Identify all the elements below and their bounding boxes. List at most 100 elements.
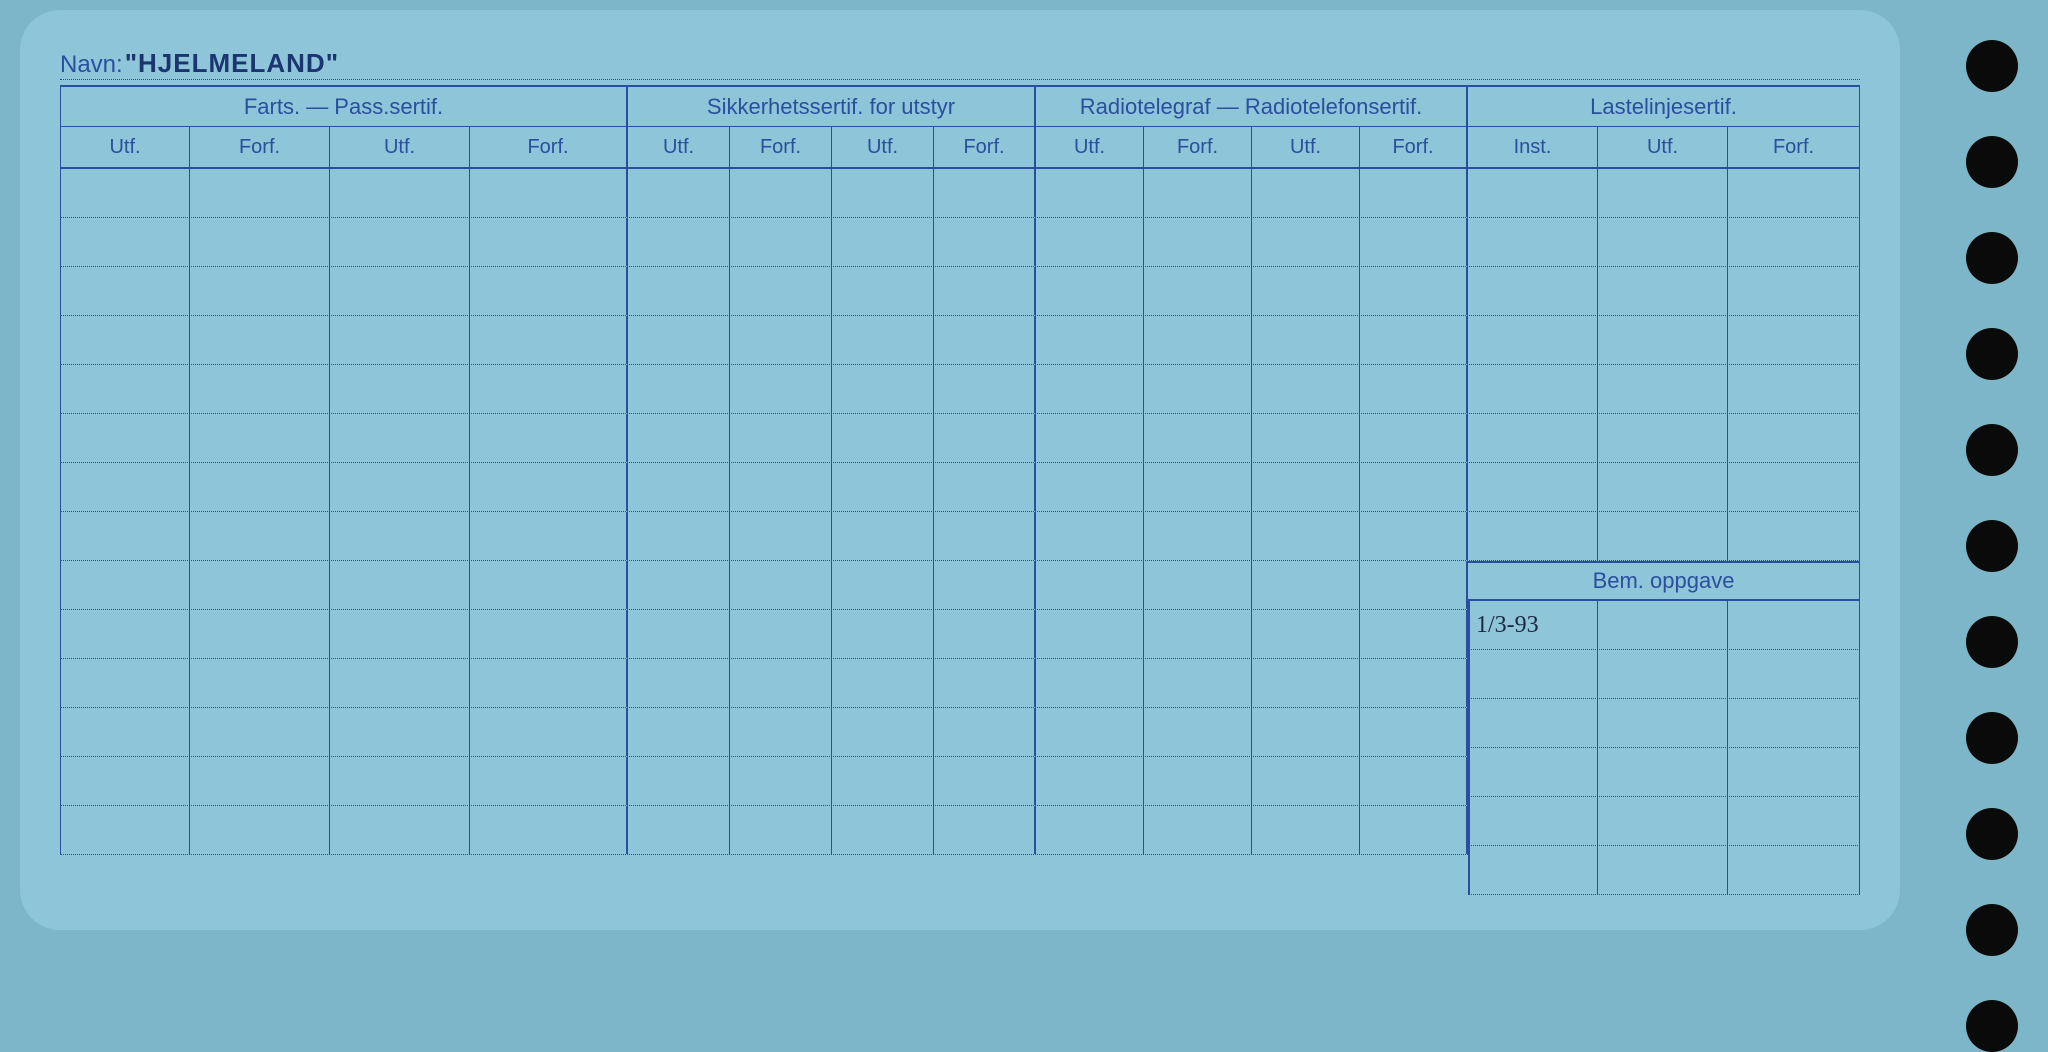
col-a1: Utf. bbox=[60, 127, 190, 167]
table-cell bbox=[1468, 267, 1598, 315]
table-cell bbox=[832, 659, 934, 707]
table: Farts. — Pass.sertif. Sikkerhetssertif. … bbox=[60, 85, 1860, 855]
table-cell bbox=[1144, 414, 1252, 462]
table-cell bbox=[832, 463, 934, 511]
table-cell bbox=[190, 414, 330, 462]
table-cell bbox=[1252, 414, 1360, 462]
table-cell bbox=[1728, 316, 1860, 364]
bem-row bbox=[1468, 846, 1860, 895]
table-cell bbox=[1598, 218, 1728, 266]
table-cell bbox=[934, 512, 1036, 560]
bem-cell bbox=[1468, 650, 1598, 698]
table-cell bbox=[470, 512, 628, 560]
bem-cell: 1/3-93 bbox=[1468, 601, 1598, 649]
table-cell bbox=[934, 757, 1036, 805]
bem-cell bbox=[1728, 846, 1860, 894]
table-cell bbox=[1598, 512, 1728, 560]
table-cell bbox=[330, 414, 470, 462]
table-cell bbox=[470, 806, 628, 854]
table-cell bbox=[832, 708, 934, 756]
table-cell bbox=[1598, 316, 1728, 364]
bem-cell bbox=[1598, 699, 1728, 747]
table-cell bbox=[330, 463, 470, 511]
table-cell bbox=[330, 267, 470, 315]
table-cell bbox=[628, 561, 730, 609]
table-cell bbox=[1360, 365, 1468, 413]
table-cell bbox=[1252, 659, 1360, 707]
table-cell bbox=[934, 610, 1036, 658]
table-row bbox=[60, 365, 1860, 414]
bem-header: Bem. oppgave bbox=[1468, 561, 1860, 601]
table-cell bbox=[60, 512, 190, 560]
bem-cell bbox=[1468, 699, 1598, 747]
punch-hole bbox=[1966, 904, 2018, 956]
table-cell bbox=[1598, 169, 1728, 217]
table-cell bbox=[730, 463, 832, 511]
punch-holes bbox=[1966, 40, 2018, 1052]
table-cell bbox=[1252, 806, 1360, 854]
table-cell bbox=[628, 316, 730, 364]
punch-hole bbox=[1966, 712, 2018, 764]
table-cell bbox=[832, 610, 934, 658]
col-b1: Utf. bbox=[628, 127, 730, 167]
table-cell bbox=[1252, 267, 1360, 315]
table-cell bbox=[1360, 610, 1468, 658]
col-d2: Utf. bbox=[1598, 127, 1728, 167]
table-cell bbox=[1728, 169, 1860, 217]
table-cell bbox=[1360, 806, 1468, 854]
table-cell bbox=[60, 757, 190, 805]
table-cell bbox=[1036, 806, 1144, 854]
table-cell bbox=[1144, 365, 1252, 413]
table-cell bbox=[470, 365, 628, 413]
table-cell bbox=[1468, 365, 1598, 413]
table-cell bbox=[1036, 659, 1144, 707]
table-cell bbox=[1728, 267, 1860, 315]
table-cell bbox=[730, 806, 832, 854]
table-cell bbox=[1252, 757, 1360, 805]
table-cell bbox=[1468, 463, 1598, 511]
table-cell bbox=[190, 708, 330, 756]
table-cell bbox=[330, 169, 470, 217]
table-cell bbox=[1360, 316, 1468, 364]
table-cell bbox=[832, 316, 934, 364]
table-cell bbox=[1036, 316, 1144, 364]
table-cell bbox=[1036, 218, 1144, 266]
table-cell bbox=[1728, 463, 1860, 511]
table-cell bbox=[330, 365, 470, 413]
table-cell bbox=[1360, 561, 1468, 609]
table-cell bbox=[1468, 316, 1598, 364]
table-cell bbox=[730, 708, 832, 756]
table-cell bbox=[330, 806, 470, 854]
table-cell bbox=[190, 512, 330, 560]
table-cell bbox=[1144, 610, 1252, 658]
table-cell bbox=[470, 708, 628, 756]
punch-hole bbox=[1966, 40, 2018, 92]
col-c1: Utf. bbox=[1036, 127, 1144, 167]
table-cell bbox=[330, 512, 470, 560]
bem-cell bbox=[1728, 650, 1860, 698]
table-cell bbox=[1144, 512, 1252, 560]
table-cell bbox=[628, 365, 730, 413]
table-cell bbox=[60, 806, 190, 854]
table-cell bbox=[934, 316, 1036, 364]
table-cell bbox=[934, 463, 1036, 511]
table-cell bbox=[730, 365, 832, 413]
table-cell bbox=[470, 659, 628, 707]
table-cell bbox=[832, 512, 934, 560]
table-cell bbox=[1598, 463, 1728, 511]
table-cell bbox=[190, 169, 330, 217]
table-cell bbox=[190, 218, 330, 266]
table-cell bbox=[628, 610, 730, 658]
table-cell bbox=[1360, 757, 1468, 805]
table-cell bbox=[832, 267, 934, 315]
table-cell bbox=[330, 757, 470, 805]
bem-cell bbox=[1598, 601, 1728, 649]
bem-cell bbox=[1728, 601, 1860, 649]
punch-hole bbox=[1966, 1000, 2018, 1052]
col-b4: Forf. bbox=[934, 127, 1036, 167]
table-cell bbox=[628, 757, 730, 805]
group-d-label: Lastelinjesertif. bbox=[1468, 87, 1860, 126]
body-rows: Bem. oppgave1/3-93 bbox=[60, 169, 1860, 855]
table-cell bbox=[730, 267, 832, 315]
table-cell bbox=[1144, 659, 1252, 707]
